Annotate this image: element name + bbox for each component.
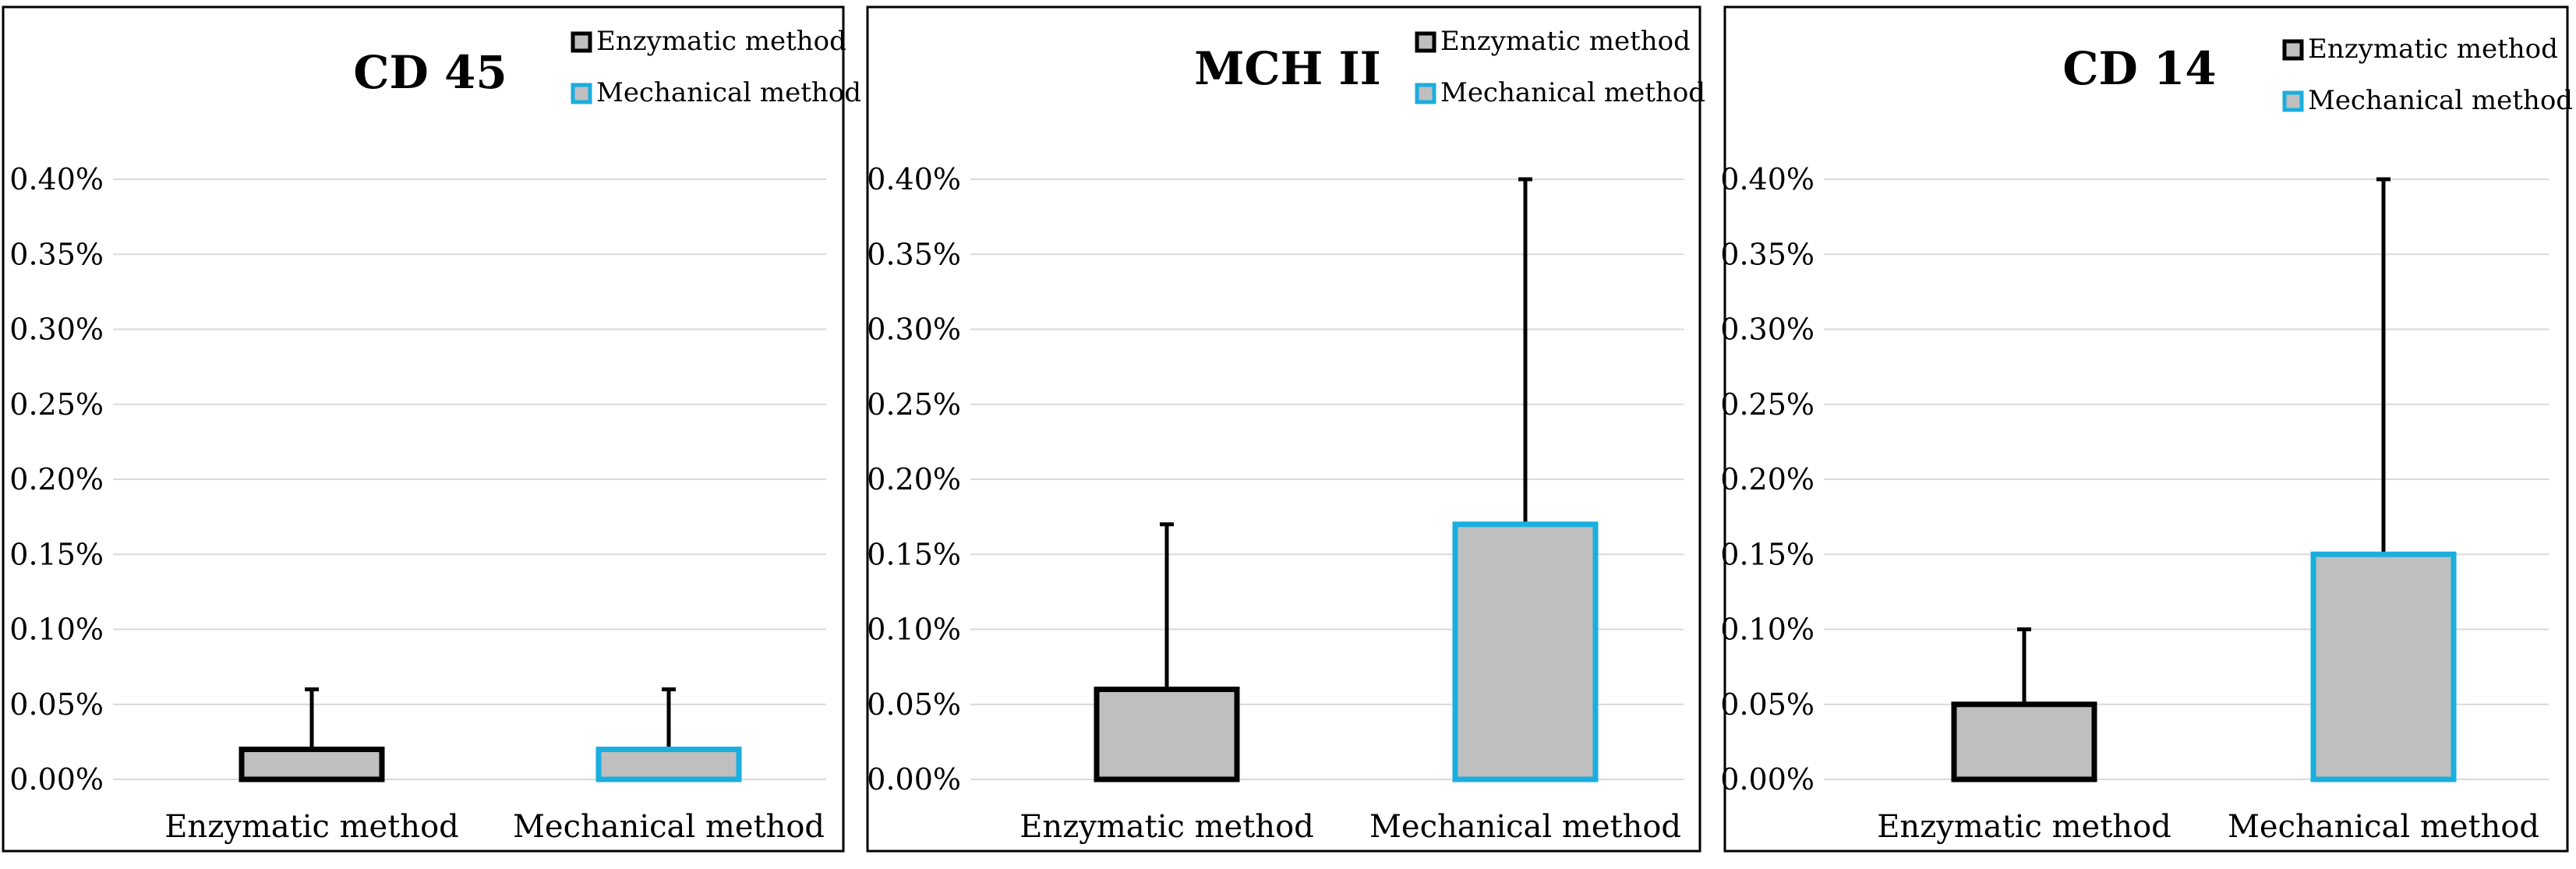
bar-mechanical [595, 747, 742, 782]
y-tick-label: 0.25% [867, 387, 961, 422]
bar-enzymatic [239, 747, 385, 782]
legend-swatch-enzymatic [2282, 39, 2304, 61]
legend-label: Mechanical method [1440, 77, 1705, 108]
y-tick-label: 0.25% [9, 387, 104, 422]
y-tick-label: 0.00% [867, 762, 961, 797]
bar-mechanical [2310, 551, 2457, 782]
legend-label: Enzymatic method [1440, 26, 1691, 57]
y-tick-label: 0.30% [867, 313, 961, 347]
legend-label: Enzymatic method [596, 26, 846, 57]
legend-label: Enzymatic method [2308, 34, 2558, 65]
y-tick-label: 0.20% [9, 462, 104, 496]
y-tick-label: 0.30% [9, 313, 104, 347]
y-tick-label: 0.15% [1720, 537, 1815, 571]
x-category-label: Enzymatic method [1877, 809, 2171, 845]
y-tick-label: 0.15% [9, 537, 104, 571]
y-tick-label: 0.20% [1720, 462, 1815, 496]
y-tick-label: 0.00% [1720, 762, 1815, 797]
y-tick-label: 0.35% [1720, 237, 1815, 271]
legend-swatch-enzymatic [571, 31, 592, 53]
panel-frame [2, 5, 845, 853]
y-tick-label: 0.25% [1720, 387, 1815, 422]
y-tick-label: 0.15% [867, 537, 961, 571]
legend-swatch-mechanical [2282, 90, 2304, 112]
x-category-label: Enzymatic method [1019, 809, 1314, 845]
chart-title: MCH II [1194, 42, 1381, 95]
y-tick-label: 0.35% [9, 237, 104, 271]
x-category-label: Mechanical method [2228, 809, 2539, 845]
y-tick-label: 0.20% [867, 462, 961, 496]
chart-title: CD 14 [2062, 42, 2216, 95]
y-tick-label: 0.10% [9, 613, 104, 647]
x-category-label: Mechanical method [1369, 809, 1681, 845]
x-category-label: Enzymatic method [164, 809, 459, 845]
y-tick-label: 0.05% [867, 687, 961, 722]
bar-enzymatic [1094, 687, 1240, 782]
legend-swatch-mechanical [1415, 83, 1436, 104]
y-tick-label: 0.10% [867, 613, 961, 647]
y-tick-label: 0.40% [1720, 162, 1815, 196]
y-tick-label: 0.05% [9, 687, 104, 722]
legend-swatch-enzymatic [1415, 31, 1436, 53]
x-category-label: Mechanical method [513, 809, 825, 845]
bar-mechanical [1452, 521, 1599, 782]
legend-label: Mechanical method [2308, 85, 2573, 116]
y-tick-label: 0.30% [1720, 313, 1815, 347]
y-tick-label: 0.40% [9, 162, 104, 196]
y-tick-label: 0.05% [1720, 687, 1815, 722]
legend-label: Mechanical method [596, 77, 861, 108]
chart-title: CD 45 [353, 46, 507, 99]
y-tick-label: 0.10% [1720, 613, 1815, 647]
chart-panel-2: 0.00% 0.05% 0.10% 0.15% 0.20% 0.25% 0.30% 0.35%… [866, 5, 1705, 853]
chart-panel-3: 0.00% 0.05% 0.10% 0.15% 0.20% 0.25% 0.30% 0.35%… [1720, 5, 2573, 853]
y-tick-label: 0.40% [867, 162, 961, 196]
bar-enzymatic [1951, 701, 2097, 782]
legend-swatch-mechanical [571, 83, 592, 104]
y-tick-label: 0.00% [9, 762, 104, 797]
y-tick-label: 0.35% [867, 237, 961, 271]
chart-panel-1: 0.00% 0.05% 0.10% 0.15% 0.20% 0.25% 0.30% 0.35%… [2, 5, 861, 853]
